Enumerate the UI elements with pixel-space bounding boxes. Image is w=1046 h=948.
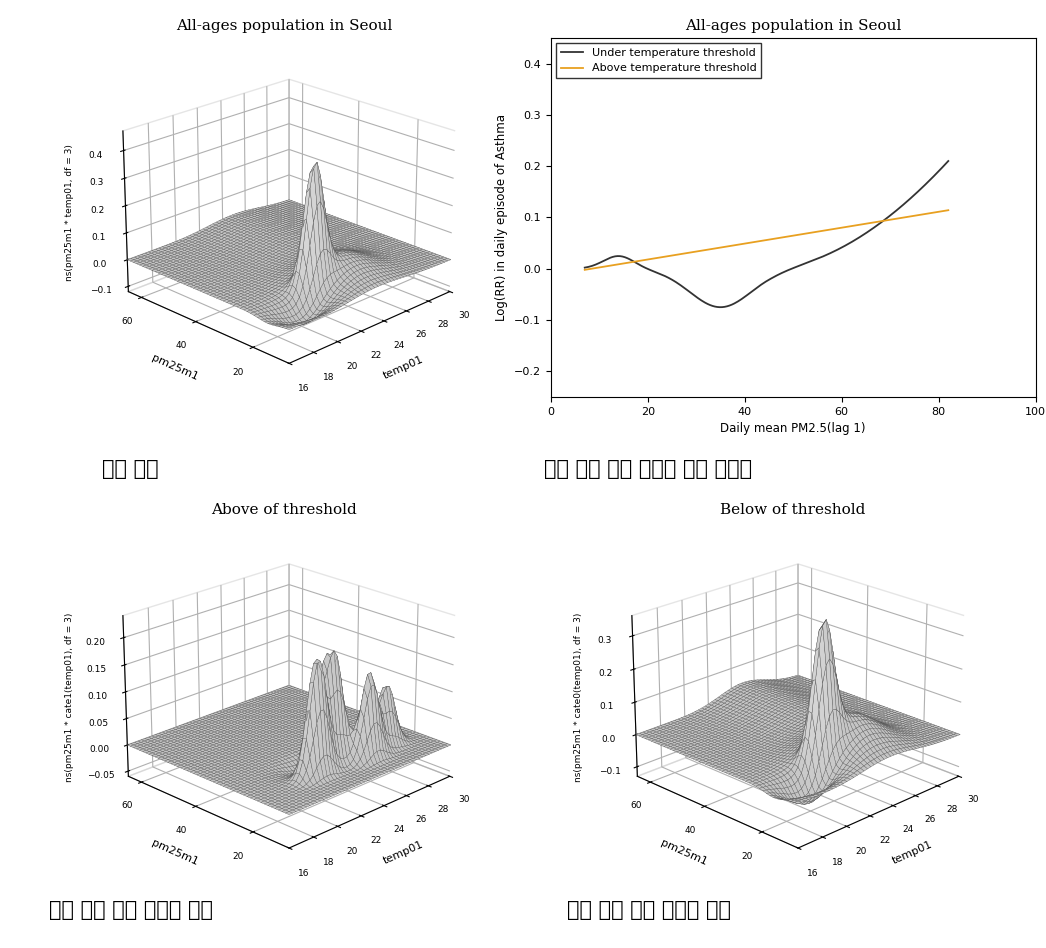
X-axis label: Daily mean PM2.5(lag 1): Daily mean PM2.5(lag 1) xyxy=(721,422,866,435)
Y-axis label: pm25m1: pm25m1 xyxy=(150,353,200,382)
X-axis label: temp01: temp01 xyxy=(382,839,425,866)
Title: All-ages population in Seoul: All-ages population in Seoul xyxy=(176,19,392,32)
Text: 전체 범위: 전체 범위 xyxy=(103,459,159,480)
Title: All-ages population in Seoul: All-ages population in Seoul xyxy=(685,19,902,32)
Text: 기온 역치 수준 미만의 범위: 기온 역치 수준 미만의 범위 xyxy=(567,900,730,921)
Legend: Under temperature threshold, Above temperature threshold: Under temperature threshold, Above tempe… xyxy=(556,44,761,78)
Title: Above of threshold: Above of threshold xyxy=(211,503,357,518)
Y-axis label: pm25m1: pm25m1 xyxy=(659,838,708,867)
Title: Below of threshold: Below of threshold xyxy=(721,503,866,518)
X-axis label: temp01: temp01 xyxy=(382,355,425,381)
Text: 기온 역치 수준 구분에 따른 관련성: 기온 역치 수준 구분에 따른 관련성 xyxy=(545,459,752,480)
Y-axis label: pm25m1: pm25m1 xyxy=(150,838,200,867)
Y-axis label: Log(RR) in daily episode of Asthma: Log(RR) in daily episode of Asthma xyxy=(496,114,508,321)
Text: 기온 역치 수준 이상의 범위: 기온 역치 수준 이상의 범위 xyxy=(49,900,212,921)
X-axis label: temp01: temp01 xyxy=(890,839,934,866)
